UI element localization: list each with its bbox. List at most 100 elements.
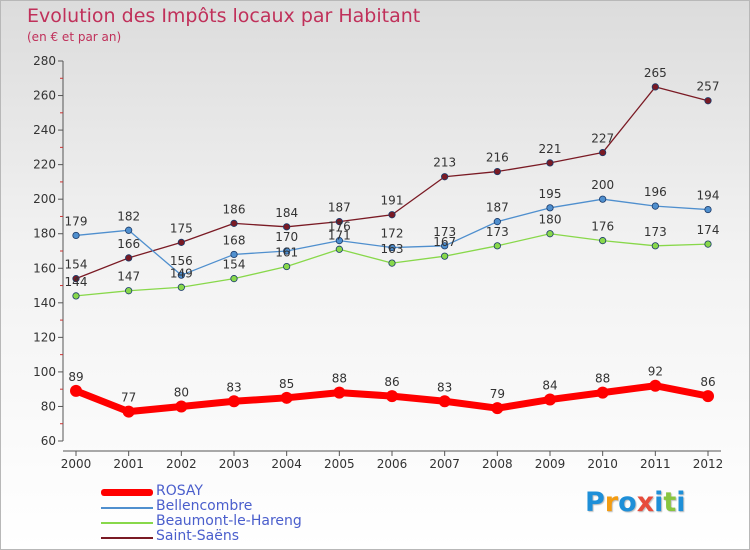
- data-label-beaumont-le-hareng: 147: [117, 270, 140, 284]
- data-point-beaumont-le-hareng: [493, 242, 501, 250]
- data-point-beaumont-le-hareng: [230, 275, 238, 283]
- data-point-beaumont-le-hareng: [704, 240, 712, 248]
- data-point-rosay: [280, 391, 293, 404]
- data-label-saint-sa-ns: 166: [117, 237, 140, 251]
- data-label-rosay: 92: [648, 365, 663, 379]
- axes: 60 80 100 120 140 160 180 200 220 240 260 280 2000 20…: [33, 54, 723, 471]
- data-point-beaumont-le-hareng: [72, 292, 80, 300]
- data-point-saint-sa-ns: [125, 254, 133, 262]
- data-label-saint-sa-ns: 187: [328, 201, 351, 215]
- data-label-rosay: 86: [700, 375, 715, 389]
- x-tick-label: 2008: [482, 457, 513, 471]
- legend-swatch-saint-saens: [101, 537, 153, 539]
- logo-letter: r: [604, 487, 619, 518]
- data-label-bellencombre: 173: [433, 225, 456, 239]
- data-point-beaumont-le-hareng: [388, 259, 396, 267]
- data-label-bellencombre: 170: [275, 230, 298, 244]
- data-label-beaumont-le-hareng: 163: [381, 242, 404, 256]
- y-tick-label: 80: [41, 399, 56, 413]
- data-label-rosay: 80: [174, 385, 189, 399]
- data-point-rosay: [228, 395, 240, 408]
- data-label-bellencombre: 187: [486, 201, 509, 215]
- data-point-saint-sa-ns: [388, 211, 396, 219]
- data-point-saint-sa-ns: [599, 148, 607, 157]
- y-tick-label: 60: [41, 434, 56, 448]
- data-point-rosay: [438, 395, 451, 408]
- data-point-saint-sa-ns: [177, 238, 185, 246]
- data-point-bellencombre: [388, 243, 396, 252]
- x-tick-label: 2011: [640, 457, 671, 471]
- data-label-bellencombre: 194: [697, 189, 720, 203]
- data-label-saint-sa-ns: 221: [539, 142, 562, 156]
- x-tick-label: 2007: [429, 457, 460, 471]
- data-point-bellencombre: [72, 231, 80, 240]
- data-label-beaumont-le-hareng: 173: [644, 225, 667, 239]
- proxiti-logo: Proxiti: [585, 487, 686, 518]
- data-label-rosay: 79: [490, 387, 505, 401]
- data-point-beaumont-le-hareng: [651, 242, 659, 250]
- y-tick-label: 200: [33, 192, 56, 206]
- y-tick-label: 240: [33, 123, 56, 137]
- logo-letter: i: [654, 487, 664, 518]
- data-label-beaumont-le-hareng: 167: [433, 235, 456, 249]
- series-layer: [70, 83, 714, 418]
- data-point-rosay: [70, 384, 82, 397]
- data-label-saint-sa-ns: 265: [644, 66, 667, 80]
- data-label-rosay: 86: [384, 375, 399, 389]
- data-point-bellencombre: [283, 247, 291, 255]
- data-label-bellencombre: 168: [223, 233, 246, 247]
- data-label-bellencombre: 176: [328, 220, 351, 234]
- legend-label-rosay: ROSAY: [156, 483, 203, 499]
- data-label-rosay: 85: [279, 377, 294, 391]
- chart-subtitle: (en € et par an): [27, 30, 122, 44]
- chart-title: Evolution des Impôts locaux par Habitant: [27, 5, 421, 27]
- data-label-saint-sa-ns: 184: [275, 206, 298, 220]
- data-label-bellencombre: 156: [170, 254, 193, 268]
- x-tick-label: 2002: [166, 457, 197, 471]
- data-label-beaumont-le-hareng: 173: [486, 225, 509, 239]
- data-label-rosay: 88: [332, 372, 347, 386]
- data-label-saint-sa-ns: 191: [381, 194, 404, 208]
- x-tick-label: 2005: [324, 457, 355, 471]
- data-point-beaumont-le-hareng: [335, 245, 343, 253]
- data-point-rosay: [596, 386, 609, 399]
- x-tick-label: 2001: [113, 457, 144, 471]
- legend-swatch-bellencombre: [101, 507, 153, 509]
- data-point-rosay: [386, 390, 398, 403]
- data-label-saint-sa-ns: 186: [223, 202, 246, 216]
- data-point-bellencombre: [441, 242, 449, 250]
- data-label-saint-sa-ns: 257: [697, 80, 720, 94]
- data-point-bellencombre: [493, 218, 501, 226]
- data-label-beaumont-le-hareng: 176: [591, 220, 614, 234]
- data-point-beaumont-le-hareng: [599, 237, 607, 245]
- data-label-bellencombre: 196: [644, 185, 667, 199]
- data-label-beaumont-le-hareng: 149: [170, 266, 193, 280]
- data-point-rosay: [122, 405, 135, 418]
- legend-label-bellencombre: Bellencombre: [156, 498, 253, 514]
- x-tick-label: 2006: [377, 457, 408, 471]
- data-label-rosay: 88: [595, 372, 610, 386]
- data-point-rosay: [175, 400, 188, 413]
- data-label-beaumont-le-hareng: 174: [697, 223, 720, 237]
- logo-letter: x: [636, 487, 655, 518]
- data-label-saint-sa-ns: 213: [433, 156, 456, 170]
- logo-letter: P: [585, 487, 605, 518]
- data-point-bellencombre: [177, 271, 185, 279]
- data-point-bellencombre: [125, 226, 133, 234]
- data-label-beaumont-le-hareng: 144: [65, 275, 88, 289]
- data-point-saint-sa-ns: [283, 223, 291, 231]
- data-point-rosay: [649, 379, 662, 392]
- data-label-bellencombre: 172: [381, 227, 404, 241]
- data-label-rosay: 83: [226, 380, 241, 394]
- data-label-rosay: 84: [542, 379, 557, 393]
- data-label-saint-sa-ns: 175: [170, 221, 193, 235]
- data-label-rosay: 83: [437, 380, 452, 394]
- data-point-beaumont-le-hareng: [546, 230, 554, 238]
- data-label-saint-sa-ns: 154: [65, 258, 88, 272]
- data-point-bellencombre: [230, 250, 238, 259]
- data-label-beaumont-le-hareng: 161: [275, 246, 298, 260]
- data-point-bellencombre: [651, 202, 659, 210]
- data-point-beaumont-le-hareng: [283, 262, 291, 271]
